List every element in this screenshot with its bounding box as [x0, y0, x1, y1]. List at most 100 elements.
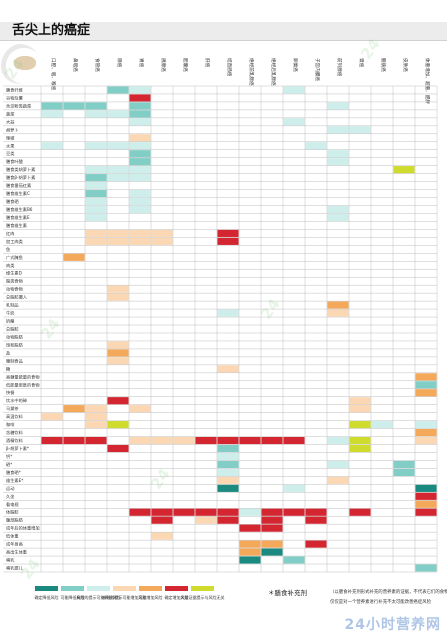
row-label: 胡萝卜	[6, 126, 19, 133]
legend-swatch	[191, 586, 214, 591]
risk-cell	[327, 460, 349, 469]
legend-label: 确定降低风险	[35, 594, 59, 600]
risk-cell	[261, 516, 283, 524]
risk-cell	[393, 468, 415, 476]
risk-cell	[305, 508, 327, 516]
column-header: 鼻咽癌	[72, 58, 79, 72]
risk-cell	[283, 484, 305, 492]
row-label: 咖啡	[6, 421, 15, 428]
legend-label: 有限的提示可能增加风险	[103, 594, 147, 600]
risk-cell	[415, 373, 437, 381]
risk-cell	[415, 484, 437, 492]
risk-cell	[85, 413, 107, 421]
risk-cell	[173, 436, 195, 445]
row-label: 哺乳	[6, 557, 15, 564]
risk-cell	[283, 508, 305, 516]
risk-cell	[195, 508, 217, 516]
row-label: 腹部脂肪	[6, 517, 23, 524]
risk-cell	[415, 421, 437, 429]
row-label: 快餐	[6, 389, 15, 396]
column-header: 膀胱癌	[380, 58, 387, 72]
risk-cell	[283, 86, 305, 94]
risk-cell	[415, 564, 437, 572]
row-label: 膳食叶酸	[6, 158, 24, 165]
risk-cell	[107, 142, 129, 150]
row-label: 酒精饮料	[6, 437, 24, 444]
legend-label: 大量证据提示与风险无关	[181, 594, 225, 600]
row-label: 体脂肪	[6, 509, 19, 516]
risk-cell	[305, 540, 327, 548]
watermark-site: 24小时营养网	[344, 617, 441, 633]
risk-cell	[107, 229, 129, 237]
row-label: 广式腌鱼	[6, 254, 23, 261]
risk-cell	[239, 556, 261, 564]
risk-cell	[349, 405, 371, 413]
risk-cell	[151, 516, 173, 524]
row-label: β-胡萝卜素*	[6, 445, 29, 452]
note-footer: 仅仅是对一个营养素进行补充不太可能改善癌症风险	[330, 598, 432, 605]
risk-cell	[217, 508, 239, 516]
row-label: 糖	[6, 365, 11, 372]
row-label: 大蒜	[6, 118, 15, 125]
row-label: 膳食维生素E	[6, 214, 30, 221]
risk-cell	[107, 86, 129, 94]
row-label: 牛奶	[6, 310, 14, 317]
column-header: 皮肤癌	[402, 58, 409, 72]
column-header: 口腔、咽、喉癌	[50, 58, 57, 91]
risk-cell	[107, 285, 129, 293]
column-header: 食管癌	[94, 58, 101, 72]
risk-cell	[415, 381, 437, 389]
risk-cell	[239, 508, 261, 516]
column-header: 体重增加、超重、肥胖	[424, 58, 431, 104]
note-supplement: （以膳食补充剂形式补充的营养素的证据，不代表它们的食物来源）	[330, 588, 447, 595]
column-header: 胃癌	[138, 58, 145, 68]
row-label: 蔬菜	[6, 110, 15, 117]
risk-cell	[327, 126, 349, 134]
legend-label: 可能增加风险	[139, 594, 163, 600]
risk-cell	[261, 540, 283, 548]
column-header: 卵巢癌	[292, 58, 299, 72]
risk-cell	[217, 229, 239, 237]
risk-cell	[217, 484, 239, 492]
risk-cell	[129, 237, 151, 245]
risk-cell	[305, 142, 327, 150]
risk-cell	[283, 556, 305, 564]
row-label: 膳食维生素	[6, 222, 27, 229]
row-label: 高温饮料	[6, 413, 24, 420]
legend-label: 可能降低风险	[61, 594, 85, 600]
row-label: 肉类	[6, 262, 15, 269]
risk-cell	[195, 436, 217, 445]
risk-cell	[349, 397, 371, 405]
risk-cell	[85, 182, 107, 190]
risk-cell	[129, 189, 151, 198]
risk-cell	[129, 229, 151, 237]
risk-cell	[85, 197, 107, 206]
risk-cell	[239, 540, 261, 548]
row-label: 钙*	[6, 453, 12, 460]
risk-cell	[107, 237, 129, 245]
risk-cell	[327, 158, 349, 166]
risk-cell	[85, 405, 107, 413]
risk-cell	[107, 421, 129, 429]
risk-cell	[261, 436, 283, 445]
legend-swatch	[113, 586, 136, 591]
risk-cell	[327, 309, 349, 317]
risk-cell	[217, 452, 239, 461]
row-label: 加工肉类	[6, 238, 24, 245]
note-asterisk: ＊膳食补充剂	[268, 588, 307, 597]
risk-cell	[239, 524, 261, 532]
legend-swatch	[165, 586, 188, 591]
risk-cell	[129, 405, 151, 413]
row-label: 低能量密度的食物	[6, 381, 40, 388]
risk-cell	[107, 293, 129, 301]
row-label: 奶酪	[6, 318, 15, 325]
risk-cell	[129, 166, 151, 174]
risk-cell	[151, 532, 173, 540]
risk-cell	[151, 237, 173, 245]
risk-cell	[217, 476, 239, 484]
risk-cell	[327, 213, 349, 222]
risk-cell	[415, 500, 437, 508]
risk-cell	[85, 102, 107, 110]
row-label: 乳制品	[6, 302, 19, 309]
risk-cell	[85, 174, 107, 182]
